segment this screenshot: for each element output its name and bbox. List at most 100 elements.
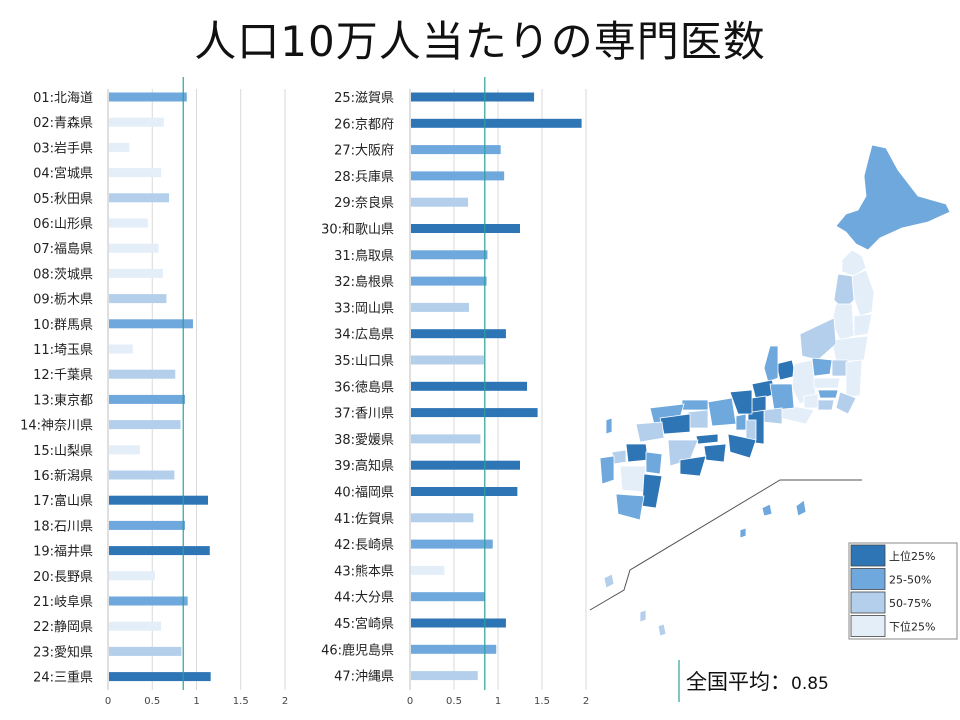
category-label: 34:広島県 xyxy=(334,328,394,343)
map-tokyo xyxy=(817,389,839,399)
category-label: 04:宮城県 xyxy=(33,166,93,182)
bar xyxy=(411,381,528,391)
category-label: 35:山口県 xyxy=(334,354,394,369)
bar xyxy=(109,546,210,556)
bar xyxy=(411,355,484,365)
bar xyxy=(411,565,445,575)
legend-swatch xyxy=(850,568,886,590)
x-tick-label: 1 xyxy=(495,696,501,707)
x-tick-label: 1 xyxy=(193,696,199,707)
category-label: 47:沖縄県 xyxy=(334,670,394,685)
category-label: 12:千葉県 xyxy=(33,368,93,383)
bar xyxy=(411,197,469,207)
bar xyxy=(109,319,193,329)
category-label: 42:長崎県 xyxy=(334,538,394,553)
national-average-label: 全国平均： xyxy=(686,670,791,694)
legend-swatch xyxy=(850,615,886,637)
category-label: 22:静岡県 xyxy=(33,620,93,635)
category-label: 14:神奈川県 xyxy=(20,419,93,434)
category-label: 24:三重県 xyxy=(33,670,93,686)
bar xyxy=(411,434,481,444)
category-label: 30:和歌山県 xyxy=(321,223,394,238)
map-kagawa xyxy=(695,433,719,445)
bar xyxy=(411,118,582,128)
legend-label: 50-75% xyxy=(889,597,931,610)
category-label: 39:高知県 xyxy=(334,458,394,474)
bar xyxy=(411,302,469,312)
bar xyxy=(109,142,130,152)
category-label: 08:茨城県 xyxy=(33,267,93,282)
map-oita xyxy=(645,451,663,475)
map-kagoshima xyxy=(615,493,645,521)
map-hokkaido xyxy=(835,144,951,251)
category-label: 03:岩手県 xyxy=(33,141,93,156)
bar xyxy=(109,394,185,404)
category-label: 32:島根県 xyxy=(334,275,394,290)
bar xyxy=(411,618,506,628)
map-shiga xyxy=(751,395,767,413)
map-gunma xyxy=(811,357,833,377)
bar xyxy=(109,193,170,203)
category-label: 37:香川県 xyxy=(334,407,394,422)
category-label: 38:愛媛県 xyxy=(334,433,394,448)
map-tsushima xyxy=(605,417,613,435)
map-ishikawa xyxy=(763,345,779,383)
bar xyxy=(109,520,185,530)
map-miyazaki xyxy=(641,473,663,509)
x-tick-label: 0 xyxy=(407,696,413,707)
category-label: 09:栃木県 xyxy=(33,293,93,308)
bar xyxy=(411,276,487,286)
bar xyxy=(411,487,518,496)
x-tick-label: 0.5 xyxy=(446,696,462,707)
category-label: 10:群馬県 xyxy=(33,318,93,333)
map-nagasaki xyxy=(599,455,615,485)
bar xyxy=(411,592,485,602)
map-aichi xyxy=(763,407,783,425)
bar xyxy=(411,460,520,470)
map-niigata xyxy=(799,317,837,361)
bar xyxy=(109,621,162,631)
national-average-text: 全国平均：0.85 xyxy=(686,666,829,696)
bar xyxy=(109,218,148,228)
chart-title: 人口10万人当たりの専門医数 xyxy=(194,17,766,66)
bar xyxy=(411,408,538,418)
bar xyxy=(411,329,506,339)
map-nansei-islands xyxy=(739,499,807,539)
bar-chart-prefectures-25-47: 0 0.5 1 1.5 2 25:滋賀県 26:京都府 27:大阪府 28:兵庫県 29:奈良県 3… xyxy=(321,77,589,707)
category-label: 06:山形県 xyxy=(33,217,93,232)
x-tick-label: 2 xyxy=(583,696,589,707)
bar xyxy=(109,369,176,379)
bar xyxy=(109,420,181,430)
legend-label: 下位25% xyxy=(889,620,935,634)
category-label: 20:長野県 xyxy=(33,570,93,585)
bar xyxy=(109,646,182,656)
map-kumamoto xyxy=(619,465,647,493)
category-label: 43:熊本県 xyxy=(334,563,394,579)
category-label: 36:徳島県 xyxy=(334,380,394,395)
map-kochi xyxy=(679,455,707,477)
map-inset-divider xyxy=(589,479,862,611)
map-iwate xyxy=(851,269,875,317)
category-label: 21:岐阜県 xyxy=(33,594,93,610)
category-label: 41:佐賀県 xyxy=(334,512,394,527)
bar xyxy=(411,539,493,549)
bar xyxy=(411,644,497,654)
map-tokushima xyxy=(703,443,727,463)
legend-label: 上位25% xyxy=(889,549,935,563)
bar xyxy=(109,571,155,581)
bar xyxy=(109,268,163,278)
map-fukushima xyxy=(831,335,869,363)
x-tick-label: 1.5 xyxy=(233,696,249,707)
bar xyxy=(109,117,164,127)
category-label: 45:宮崎県 xyxy=(334,616,394,632)
bar-chart-prefectures-01-24: 0 0.5 1 1.5 2 01:北海道 02:青森県 03:岩手県 04:宮城県 05:秋田県 0… xyxy=(20,77,288,707)
bar xyxy=(411,250,488,260)
category-label: 44:大分県 xyxy=(334,591,394,606)
map-yamanashi xyxy=(803,393,819,409)
bar xyxy=(109,596,188,606)
category-label: 18:石川県 xyxy=(33,519,93,534)
category-label: 17:富山県 xyxy=(33,493,93,509)
bar xyxy=(109,168,162,178)
bar xyxy=(109,344,133,354)
